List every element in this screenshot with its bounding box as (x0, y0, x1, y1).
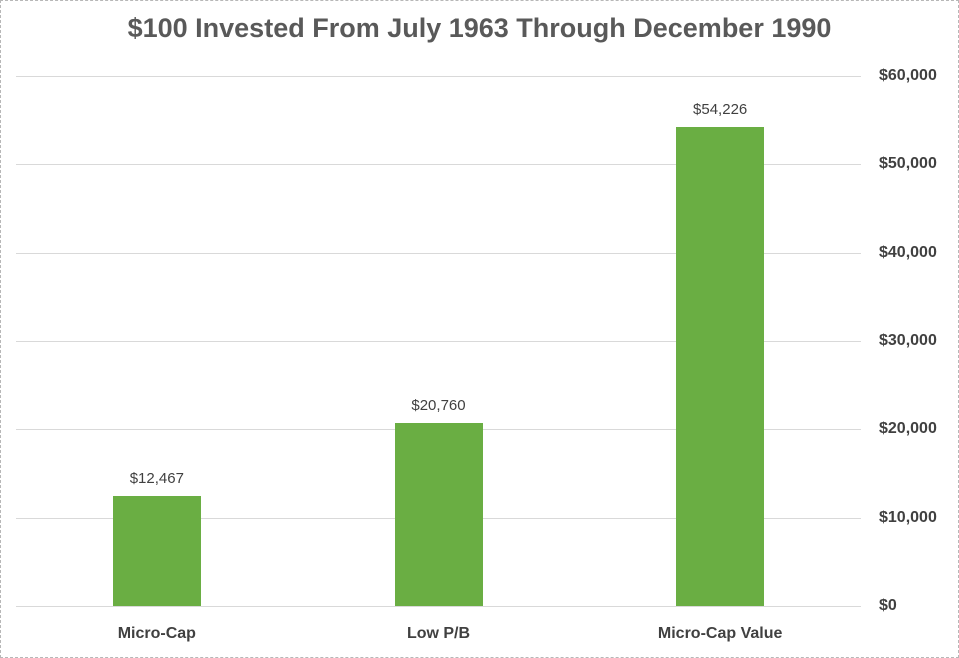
y-tick-label: $40,000 (879, 243, 937, 261)
x-category-label: Low P/B (406, 625, 471, 642)
x-category-label: Micro-Cap Value (657, 625, 783, 642)
y-tick-label: $60,000 (879, 67, 937, 84)
bar-micro-cap (112, 495, 201, 606)
data-label: $12,467 (129, 469, 184, 487)
y-tick-label: $10,000 (879, 508, 937, 526)
chart-title: $100 Invested From July 1963 Through Dec… (127, 13, 832, 43)
bar-low-p-b (394, 422, 483, 606)
y-tick-label: $30,000 (879, 332, 937, 349)
data-label: $20,760 (411, 396, 466, 414)
y-tick-label: $50,000 (879, 155, 937, 173)
gridline (16, 164, 861, 166)
data-label: $54,226 (693, 101, 748, 118)
y-tick-label: $0 (879, 597, 897, 614)
x-category-label: Micro-Cap (117, 625, 196, 642)
gridline (16, 341, 861, 342)
plot-area: $12,467 $20,760 $54,226 (16, 76, 861, 607)
gridline (16, 252, 861, 254)
y-tick-label: $20,000 (879, 420, 937, 438)
gridline (16, 76, 861, 77)
bar-micro-cap-value (676, 127, 765, 606)
gridline (16, 606, 861, 607)
